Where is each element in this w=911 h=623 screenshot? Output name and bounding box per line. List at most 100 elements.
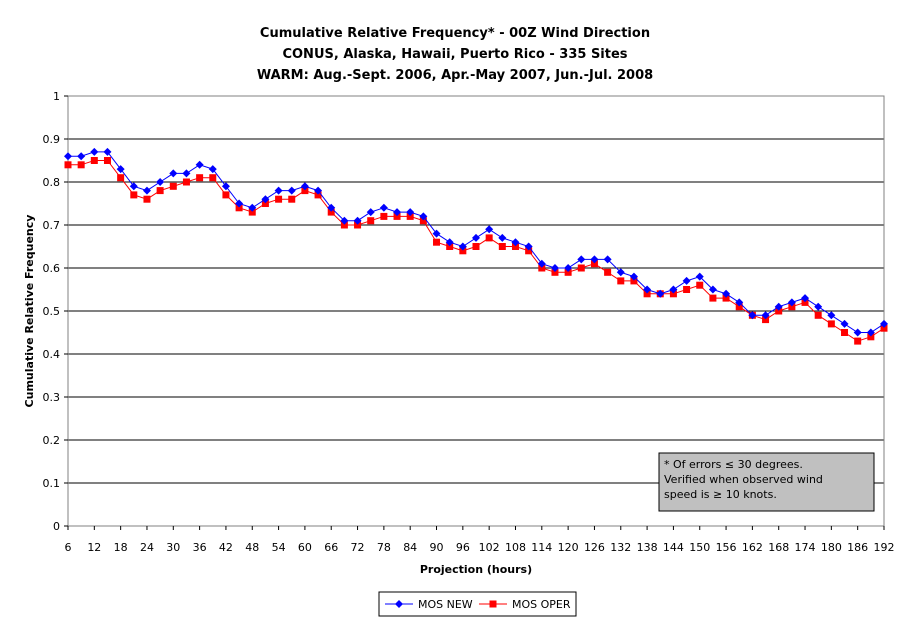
mos-new-point: [537, 259, 546, 268]
x-axis-ticks: 6 12 18 24 30 36 42 48 54 60 66 72 78 84 90 96 102 108 114…: [65, 526, 895, 554]
y-tick-label: 0.9: [43, 133, 61, 146]
y-tick-label: 0.4: [43, 348, 61, 361]
x-tick-label: 12: [87, 541, 101, 554]
mos-new-point: [314, 186, 323, 195]
mos-new-point: [669, 285, 678, 294]
x-tick-label: 144: [663, 541, 684, 554]
x-tick-label: 36: [193, 541, 207, 554]
legend-mos-new-marker: [395, 600, 403, 608]
mos-new-point: [379, 203, 388, 212]
mos-new-point: [248, 203, 257, 212]
mos-new-point: [274, 186, 283, 195]
mos-oper-point: [90, 157, 98, 164]
mos-new-point: [564, 264, 573, 272]
x-tick-label: 192: [874, 541, 895, 554]
footnote-background: [658, 452, 875, 512]
mos-new-point: [801, 294, 810, 303]
mos-new-point: [472, 233, 480, 242]
mos-new-point: [169, 169, 178, 178]
x-tick-label: 162: [742, 541, 763, 554]
mos-new-point: [64, 152, 72, 161]
mos-new-point: [840, 319, 849, 328]
mos-new-point: [761, 311, 770, 320]
mos-oper-point: [64, 161, 72, 169]
mos-oper-point: [275, 195, 283, 203]
mos-oper-point: [841, 329, 849, 336]
x-tick-label: 120: [558, 541, 579, 554]
mos-new-point: [550, 264, 559, 272]
x-tick-label: 60: [298, 541, 312, 554]
mos-oper-series: [64, 157, 888, 345]
mos-new-point: [366, 208, 375, 217]
y-tick-label: 1: [53, 90, 60, 103]
legend-mos-oper-label: MOS OPER: [512, 598, 571, 611]
mos-oper-point: [143, 195, 151, 203]
mos-new-point: [629, 272, 638, 281]
y-tick-label: 0.8: [43, 176, 61, 189]
mos-new-point: [656, 289, 665, 298]
x-tick-label: 132: [610, 541, 631, 554]
mos-oper-point: [209, 174, 217, 182]
mos-new-point: [406, 208, 415, 217]
x-tick-label: 6: [65, 541, 72, 554]
mos-new-point: [827, 311, 836, 320]
mos-oper-point: [762, 316, 770, 324]
y-tick-label: 0: [53, 520, 60, 533]
mos-oper-point: [248, 208, 256, 216]
mos-oper-point: [775, 307, 783, 315]
mos-new-point: [182, 169, 191, 178]
mos-new-point: [774, 302, 783, 311]
chart-title-line-2: CONUS, Alaska, Hawaii, Puerto Rico - 335…: [282, 47, 627, 62]
mos-oper-point: [643, 290, 651, 298]
mos-new-point: [445, 238, 454, 247]
mos-oper-point: [683, 286, 691, 293]
mos-new-point: [235, 199, 244, 208]
mos-new-point: [90, 147, 99, 156]
mos-new-point: [77, 152, 86, 161]
mos-oper-point: [77, 161, 85, 169]
mos-new-point: [208, 165, 217, 174]
gridlines: [68, 138, 884, 484]
x-tick-label: 30: [166, 541, 180, 554]
mos-new-point: [616, 268, 625, 277]
mos-oper-point: [182, 178, 190, 186]
y-tick-label: 0.6: [43, 262, 61, 275]
x-axis-title: Projection (hours): [420, 563, 532, 576]
mos-new-point: [643, 285, 652, 294]
mos-new-point: [708, 285, 717, 294]
x-tick-label: 180: [821, 541, 842, 554]
mos-new-point: [590, 255, 599, 264]
y-axis-title: Cumulative Relative Frequency: [23, 215, 36, 408]
y-axis-ticks: 0 0.1 0.2 0.3 0.4 0.5 0.6 0.7 0.8 0.9 1: [43, 90, 68, 533]
mos-oper-point: [867, 333, 875, 341]
mos-oper-point: [525, 247, 533, 255]
footnote-box: * Of errors ≤ 30 degrees. Verified when o…: [658, 452, 875, 512]
mos-oper-point: [696, 281, 704, 289]
mos-oper-point: [538, 264, 546, 272]
mos-new-point: [735, 298, 744, 307]
x-tick-label: 48: [245, 541, 259, 554]
footnote-text: * Of errors ≤ 30 degrees. Verified when o…: [664, 458, 823, 501]
mos-oper-point: [419, 217, 427, 225]
x-tick-label: 54: [272, 541, 286, 554]
mos-oper-point: [854, 337, 862, 345]
mos-new-point: [748, 311, 757, 320]
mos-oper-point: [880, 324, 888, 332]
mos-new-point: [787, 298, 796, 307]
x-tick-label: 96: [456, 541, 470, 554]
x-tick-label: 126: [584, 541, 605, 554]
mos-new-point: [221, 182, 230, 191]
mos-oper-point: [354, 221, 362, 229]
mos-new-point: [853, 328, 862, 337]
mos-new-point: [340, 216, 349, 225]
x-tick-label: 90: [430, 541, 444, 554]
mos-oper-point: [446, 243, 454, 250]
mos-new-point: [103, 147, 112, 156]
y-tick-label: 0.7: [43, 219, 61, 232]
mos-new-point: [695, 272, 704, 281]
mos-oper-point: [498, 243, 506, 250]
mos-oper-point: [827, 320, 835, 328]
mos-new-point: [142, 186, 151, 195]
mos-oper-point: [801, 298, 809, 306]
